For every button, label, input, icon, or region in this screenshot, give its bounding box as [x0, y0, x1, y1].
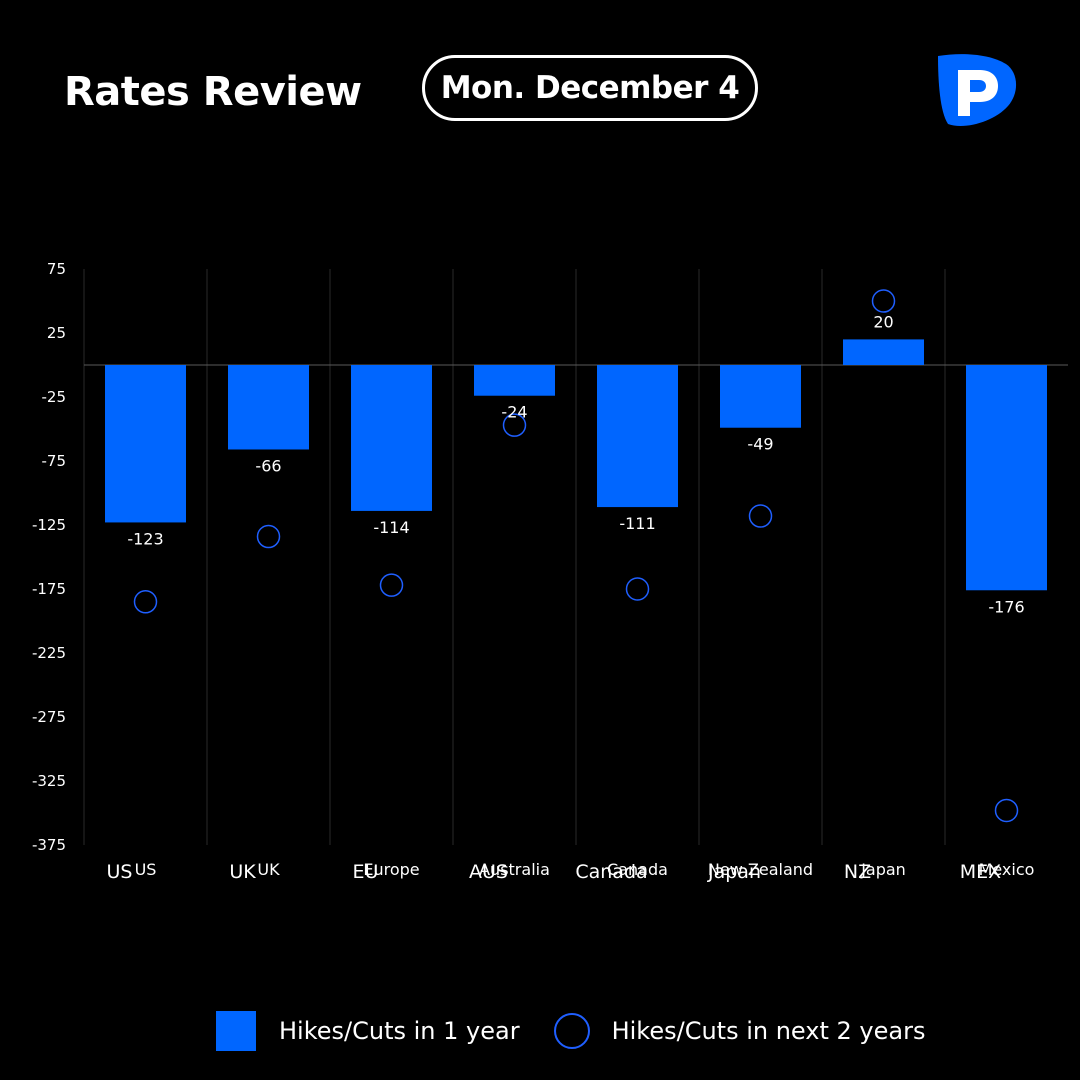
y-axis: 75 25 -25 -75 -125 -175 -225 -275 -325 -375 [32, 260, 66, 854]
y-tick-label: -75 [42, 452, 67, 470]
logo-letter-p [958, 70, 998, 116]
point-2-years [871, 289, 896, 313]
point-2-years [379, 573, 404, 597]
x-tick-label: US [135, 860, 157, 879]
bars-series [105, 339, 1047, 591]
y-tick-label: -175 [32, 580, 66, 598]
legend-bar-swatch [216, 1011, 256, 1051]
y-tick-label: -125 [32, 516, 66, 534]
bar-1-year [105, 365, 186, 523]
bar-data-label: 20 [873, 312, 893, 331]
bar-1-year [720, 365, 801, 428]
x-tick-label: UK [257, 860, 280, 879]
point-2-years [502, 413, 527, 437]
x-tick-label-underlying: Canada [575, 861, 647, 883]
x-tick-label-underlying: EU [353, 861, 379, 883]
x-tick-label-underlying: Japan [707, 861, 761, 883]
y-tick-label: -325 [32, 772, 66, 790]
bar-data-label: -123 [127, 529, 163, 548]
x-tick-label-underlying: UK [229, 861, 256, 883]
bar-1-year [228, 365, 309, 450]
logo-svg [938, 54, 1017, 126]
data-labels: -123 -66 -114 -24 -111 -49 20 -176 [127, 312, 1024, 616]
bar-data-label: -176 [988, 597, 1024, 616]
chart-legend: Hikes/Cuts in 1 year Hikes/Cuts in next … [216, 1006, 925, 1056]
x-tick-label-underlying: NZ [844, 861, 871, 883]
x-tick-label: Europe [363, 860, 419, 879]
legend-label-2-years: Hikes/Cuts in next 2 years [611, 1017, 926, 1045]
x-tick-label: New Zealand [708, 860, 813, 879]
bar-data-label: -66 [255, 456, 281, 475]
bar-1-year [351, 365, 432, 511]
bar-data-label: -111 [619, 514, 655, 533]
bar-data-label: -24 [501, 403, 527, 422]
date-badge: Mon. December 4 [422, 55, 758, 121]
point-2-years [994, 798, 1019, 823]
y-tick-label: -375 [32, 836, 66, 854]
x-tick-label: Australia [479, 860, 550, 879]
x-tick-label: Canada [607, 860, 668, 879]
logo-badge-shape [938, 54, 1017, 126]
y-tick-label: -25 [42, 388, 67, 406]
x-tick-label-underlying: US [107, 861, 133, 883]
bar-data-label: -114 [373, 518, 409, 537]
point-2-years [625, 577, 650, 601]
y-tick-label: 25 [47, 324, 66, 342]
grid-layer [83, 269, 1068, 845]
y-tick-label: -275 [32, 708, 66, 726]
point-2-years [133, 590, 158, 614]
bar-1-year [597, 365, 678, 508]
bar-1-year [966, 365, 1047, 591]
bar-data-label: -49 [747, 435, 773, 454]
legend-circle-swatch [553, 1013, 590, 1049]
bar-1-year [474, 365, 555, 396]
points-series [133, 289, 1019, 823]
pepperstone-logo-icon [934, 52, 1018, 128]
y-tick-label: 75 [47, 260, 66, 278]
page-title: Rates Review [64, 69, 362, 115]
bar-1-year [843, 339, 924, 365]
x-tick-label: Japan [860, 860, 906, 879]
x-tick-label: Mexico [979, 860, 1035, 879]
x-tick-label-underlying: AUS [469, 861, 508, 883]
point-2-years [256, 524, 281, 549]
legend-label-1-year: Hikes/Cuts in 1 year [279, 1017, 520, 1045]
point-2-years [748, 504, 773, 528]
date-text: Mon. December 4 [440, 70, 740, 106]
x-tick-label-underlying: MEX [960, 861, 1001, 883]
y-tick-label: -225 [32, 644, 66, 662]
